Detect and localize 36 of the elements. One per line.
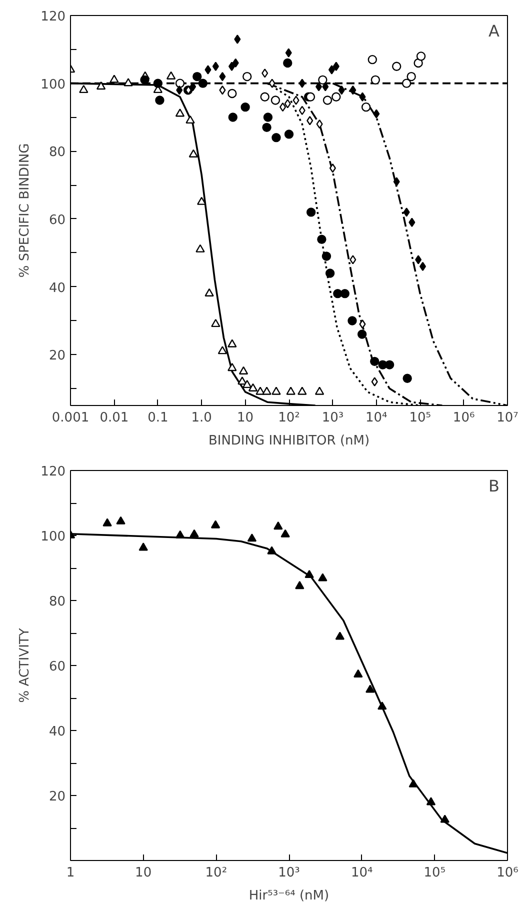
x-tick-label: 10⁶ xyxy=(452,410,475,426)
chart-title: B xyxy=(488,476,500,496)
x-tick-label: 10⁷ xyxy=(496,410,518,426)
x-tick-label: 0.01 xyxy=(100,410,129,426)
x-tick-label: 10⁵ xyxy=(409,410,431,426)
x-tick-label: 10⁵ xyxy=(424,866,446,880)
y-axis-title: % ACTIVITY xyxy=(18,628,33,703)
y-tick-label: 20 xyxy=(48,790,66,804)
x-tick-label: 10⁴ xyxy=(350,866,373,880)
y-tick-label: 100 xyxy=(40,530,66,544)
x-tick-label: 0.1 xyxy=(148,410,168,426)
y-tick-label: 80 xyxy=(48,594,66,610)
y-tick-label: 60 xyxy=(48,660,66,674)
x-tick-label: 10 xyxy=(237,410,254,426)
x-tick-label: 10⁴ xyxy=(366,410,388,426)
x-tick-label: 10² xyxy=(278,410,300,426)
y-tick-label: 120 xyxy=(40,10,66,24)
x-tick-label: 10 xyxy=(135,866,152,880)
x-axis-title: Hir⁵³⁻⁶⁴ (nM) xyxy=(248,888,330,904)
y-tick-label: 40 xyxy=(48,724,66,740)
y-tick-label: 100 xyxy=(40,77,66,92)
y-tick-label: 40 xyxy=(48,280,66,296)
x-tick-label: 0.001 xyxy=(52,410,90,426)
chart-title: A xyxy=(488,22,500,40)
y-axis-title: % SPECIFIC BINDING xyxy=(18,143,33,278)
y-tick-label: 20 xyxy=(48,348,66,364)
x-tick-label: 10² xyxy=(205,866,228,880)
x-tick-label: 10³ xyxy=(278,866,300,880)
y-tick-label: 120 xyxy=(40,464,66,480)
y-tick-label: 80 xyxy=(48,145,66,160)
y-tick-label: 60 xyxy=(48,212,66,228)
x-tick-label: 10³ xyxy=(322,410,344,426)
x-tick-label: 10⁶ xyxy=(496,866,518,880)
x-tick-label: 1.0 xyxy=(191,410,212,426)
x-axis-title: BINDING INHIBITOR (nM) xyxy=(208,434,370,448)
x-tick-label: 1 xyxy=(66,866,75,880)
